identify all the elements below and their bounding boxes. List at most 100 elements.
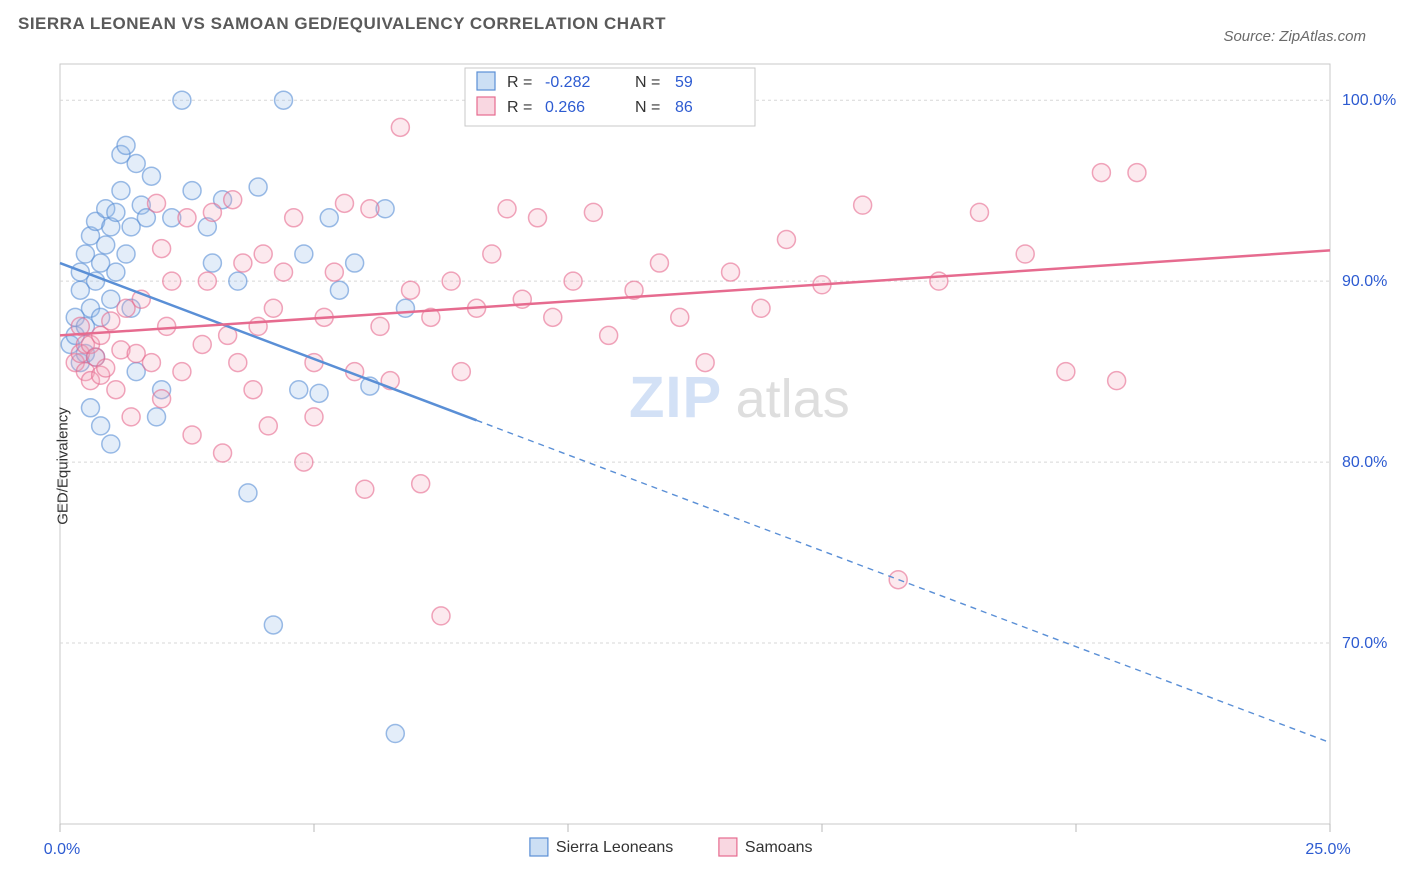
y-axis-label: GED/Equivalency [54, 407, 71, 525]
marker-samoan [498, 200, 516, 218]
marker-sierra-leonean [117, 136, 135, 154]
legend-n-label: N = [635, 99, 660, 116]
legend-n-value: 86 [675, 99, 693, 116]
legend-r-value: -0.282 [545, 74, 590, 91]
marker-samoan [163, 272, 181, 290]
marker-samoan [432, 607, 450, 625]
marker-samoan [178, 209, 196, 227]
x-tick-label: 0.0% [44, 841, 80, 858]
legend-n-label: N = [635, 74, 660, 91]
marker-sierra-leonean [386, 725, 404, 743]
marker-samoan [244, 381, 262, 399]
marker-samoan [371, 317, 389, 335]
y-tick-label: 90.0% [1342, 273, 1387, 290]
marker-samoan [203, 203, 221, 221]
marker-samoan [158, 317, 176, 335]
marker-samoan [102, 312, 120, 330]
marker-samoan [391, 118, 409, 136]
marker-samoan [722, 263, 740, 281]
marker-samoan [275, 263, 293, 281]
marker-samoan [412, 475, 430, 493]
chart-title: SIERRA LEONEAN VS SAMOAN GED/EQUIVALENCY… [18, 14, 666, 33]
marker-sierra-leonean [203, 254, 221, 272]
marker-samoan [198, 272, 216, 290]
marker-samoan [259, 417, 277, 435]
marker-samoan [1016, 245, 1034, 263]
legend-r-label: R = [507, 99, 532, 116]
marker-sierra-leonean [396, 299, 414, 317]
marker-samoan [1128, 164, 1146, 182]
marker-samoan [600, 326, 618, 344]
marker-sierra-leonean [295, 245, 313, 263]
marker-sierra-leonean [239, 484, 257, 502]
legend-swatch [477, 97, 495, 115]
marker-samoan [224, 191, 242, 209]
marker-sierra-leonean [81, 399, 99, 417]
marker-sierra-leonean [117, 245, 135, 263]
marker-samoan [264, 299, 282, 317]
marker-sierra-leonean [97, 236, 115, 254]
marker-samoan [295, 453, 313, 471]
marker-samoan [1057, 363, 1075, 381]
marker-samoan [483, 245, 501, 263]
marker-sierra-leonean [275, 91, 293, 109]
y-tick-label: 70.0% [1342, 635, 1387, 652]
marker-samoan [671, 308, 689, 326]
correlation-scatter-chart: 70.0%80.0%90.0%100.0%0.0%25.0%ZIPatlasR … [10, 50, 1396, 882]
x-tick-label: 25.0% [1305, 841, 1350, 858]
marker-sierra-leonean [127, 155, 145, 173]
marker-samoan [650, 254, 668, 272]
marker-sierra-leonean [107, 203, 125, 221]
marker-samoan [107, 381, 125, 399]
marker-samoan [442, 272, 460, 290]
marker-sierra-leonean [183, 182, 201, 200]
marker-samoan [529, 209, 547, 227]
marker-samoan [153, 390, 171, 408]
marker-sierra-leonean [173, 91, 191, 109]
marker-samoan [452, 363, 470, 381]
marker-samoan [584, 203, 602, 221]
marker-samoan [356, 480, 374, 498]
marker-samoan [153, 240, 171, 258]
marker-sierra-leonean [112, 182, 130, 200]
marker-samoan [249, 317, 267, 335]
marker-sierra-leonean [290, 381, 308, 399]
series-swatch [530, 838, 548, 856]
marker-samoan [696, 354, 714, 372]
marker-samoan [402, 281, 420, 299]
marker-samoan [335, 194, 353, 212]
marker-samoan [564, 272, 582, 290]
marker-sierra-leonean [142, 167, 160, 185]
marker-sierra-leonean [92, 417, 110, 435]
marker-samoan [285, 209, 303, 227]
series-swatch [719, 838, 737, 856]
marker-samoan [122, 408, 140, 426]
marker-sierra-leonean [102, 435, 120, 453]
marker-sierra-leonean [249, 178, 267, 196]
marker-samoan [234, 254, 252, 272]
marker-sierra-leonean [346, 254, 364, 272]
marker-samoan [305, 408, 323, 426]
marker-sierra-leonean [310, 384, 328, 402]
legend-r-label: R = [507, 74, 532, 91]
marker-sierra-leonean [320, 209, 338, 227]
y-tick-label: 100.0% [1342, 92, 1396, 109]
marker-samoan [930, 272, 948, 290]
marker-samoan [173, 363, 191, 381]
marker-samoan [148, 194, 166, 212]
marker-samoan [254, 245, 272, 263]
marker-sierra-leonean [107, 263, 125, 281]
marker-samoan [97, 359, 115, 377]
legend-r-value: 0.266 [545, 99, 585, 116]
marker-sierra-leonean [229, 272, 247, 290]
marker-samoan [325, 263, 343, 281]
marker-sierra-leonean [264, 616, 282, 634]
legend-swatch [477, 72, 495, 90]
marker-samoan [1092, 164, 1110, 182]
legend-n-value: 59 [675, 74, 693, 91]
source-label: Source: ZipAtlas.com [1223, 28, 1366, 45]
watermark-zip: ZIP [629, 365, 722, 430]
series-label: Samoans [745, 839, 813, 856]
marker-sierra-leonean [330, 281, 348, 299]
marker-samoan [183, 426, 201, 444]
